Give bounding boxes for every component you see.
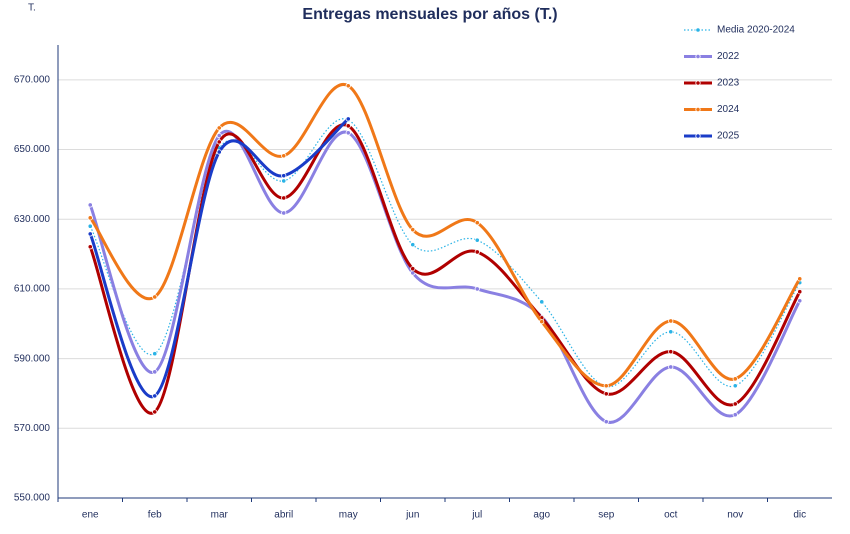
point: [152, 369, 158, 375]
legend-marker: [695, 80, 701, 86]
y-tick-label: 590.000: [14, 353, 51, 364]
point: [281, 195, 287, 201]
x-tick-label: mar: [211, 510, 229, 521]
point: [152, 393, 158, 399]
legend-label: 2024: [717, 104, 740, 115]
point: [345, 83, 351, 89]
point: [281, 153, 287, 159]
point: [216, 133, 222, 139]
point: [345, 123, 351, 129]
point: [603, 419, 609, 425]
legend-label: 2023: [717, 78, 740, 89]
legend-marker: [695, 53, 701, 60]
legend-marker: [695, 133, 701, 139]
point: [474, 220, 480, 226]
x-tick-label: oct: [664, 510, 678, 521]
point: [474, 249, 480, 255]
x-tick-label: nov: [727, 510, 743, 521]
series-line: [89, 82, 802, 388]
point: [216, 139, 222, 145]
point: [797, 276, 803, 282]
point: [87, 215, 93, 221]
point: [281, 173, 287, 179]
x-tick-label: may: [339, 510, 358, 521]
y-tick-label: 550.000: [14, 493, 51, 504]
point: [216, 125, 222, 131]
point: [410, 242, 416, 248]
point: [603, 391, 609, 397]
legend-label: 2022: [717, 51, 740, 62]
point: [216, 149, 222, 155]
point: [668, 349, 674, 355]
legend-marker: [695, 27, 701, 33]
point: [345, 130, 351, 136]
point: [668, 329, 674, 335]
point: [281, 178, 287, 184]
point: [345, 116, 351, 122]
x-tick-label: dic: [793, 510, 806, 521]
point: [281, 210, 287, 216]
point: [152, 351, 158, 357]
point: [152, 294, 158, 300]
point: [87, 223, 93, 229]
point: [668, 318, 674, 324]
x-tick-label: sep: [598, 510, 615, 521]
point: [797, 289, 803, 295]
legend-label: 2025: [717, 131, 740, 142]
y-tick-label: 570.000: [14, 423, 51, 434]
x-tick-label: jul: [471, 510, 482, 521]
x-tick-label: jun: [405, 510, 419, 521]
y-tick-label: 610.000: [14, 284, 51, 295]
x-tick-label: abril: [274, 510, 293, 521]
point: [732, 401, 738, 407]
legend-label: Media 2020-2024: [717, 25, 795, 36]
legend-marker: [695, 106, 701, 113]
point: [474, 286, 480, 292]
point: [539, 319, 545, 325]
series-line: [88, 130, 802, 424]
series-line: [88, 123, 802, 415]
point: [603, 383, 609, 389]
chart-title: Entregas mensuales por años (T.): [302, 6, 557, 23]
x-tick-label: ene: [82, 510, 99, 521]
point: [410, 227, 416, 233]
point: [732, 383, 738, 389]
point: [87, 231, 93, 237]
y-tick-label: 630.000: [14, 214, 51, 225]
point: [797, 298, 803, 304]
point: [152, 409, 158, 415]
point: [87, 202, 93, 208]
series-line: [89, 118, 801, 388]
point: [732, 376, 738, 382]
y-tick-label: 650.000: [14, 144, 51, 155]
point: [539, 299, 545, 305]
series-line: [88, 117, 350, 399]
x-tick-label: feb: [148, 510, 162, 521]
point: [410, 266, 416, 272]
x-tick-label: ago: [533, 510, 550, 521]
point: [732, 412, 738, 418]
point: [474, 237, 480, 243]
y-tick-label: 670.000: [14, 74, 51, 85]
point: [87, 244, 93, 250]
point: [668, 364, 674, 370]
unit-label: T.: [28, 3, 36, 14]
